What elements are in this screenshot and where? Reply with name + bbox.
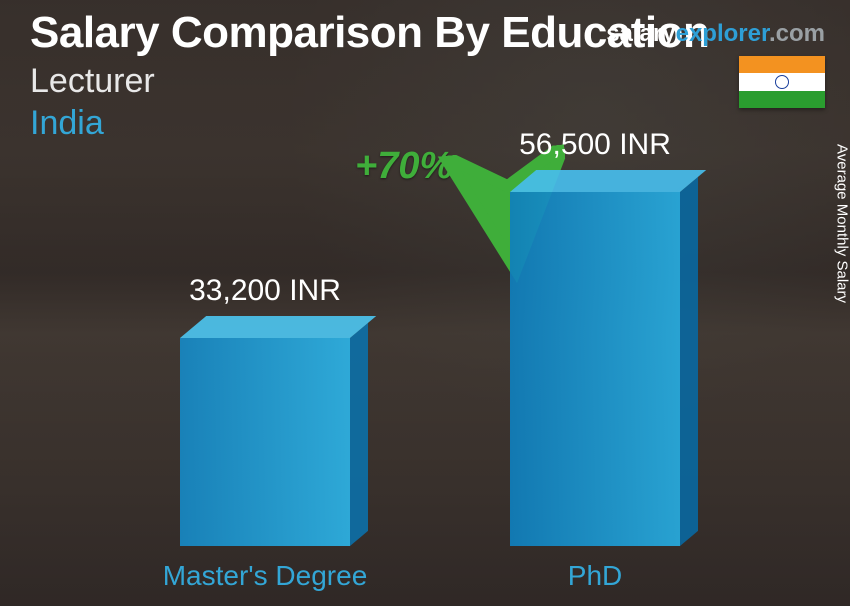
brand-part1: salary [606,20,675,47]
bar-category-label: PhD [445,560,745,592]
bar-side [680,177,698,546]
job-title: Lecturer [30,62,155,101]
infographic-stage: Salary Comparison By Education Lecturer … [0,0,850,606]
bar-chart: 33,200 INR Master's Degree 56,500 INR Ph… [0,136,850,606]
flag-wheel-icon [775,75,789,89]
bar-top [510,170,706,192]
flag-stripe-mid [739,73,825,90]
brand-part3: .com [769,20,825,47]
flag-stripe-top [739,56,825,73]
bar-top [180,316,376,338]
bar-category-label: Master's Degree [115,560,415,592]
bar-value-label: 56,500 INR [445,128,745,162]
flag-india [739,56,825,108]
flag-stripe-bot [739,91,825,108]
brand-logo: salaryexplorer.com [606,20,825,48]
bar-front [510,192,680,546]
bar-value-label: 33,200 INR [115,274,415,308]
bar-front [180,338,350,546]
brand-part2: explorer [676,20,769,47]
bar-side [350,323,368,546]
